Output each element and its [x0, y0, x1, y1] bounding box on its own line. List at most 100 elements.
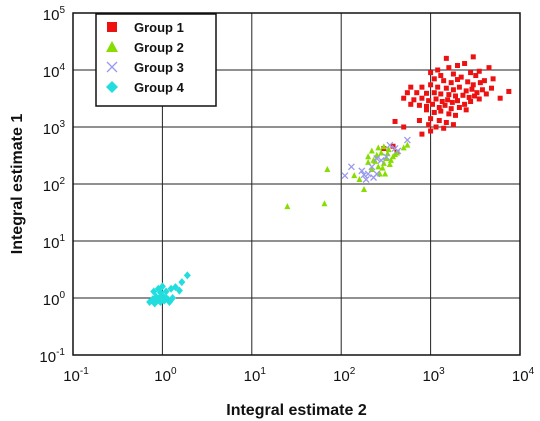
point-s3-14	[373, 170, 381, 178]
y-axis-label: Integral estimate 1	[9, 114, 26, 255]
point-s2-3	[351, 172, 358, 179]
point-s1-10	[438, 73, 444, 79]
point-s3-13	[403, 136, 411, 144]
x-tick-label-0: 10-1	[63, 366, 89, 385]
point-s1-36	[483, 91, 489, 97]
point-s1-62	[424, 103, 430, 109]
point-s1-37	[497, 95, 503, 101]
data-points	[146, 54, 512, 308]
point-s2-26	[379, 164, 386, 171]
point-s1-63	[429, 101, 435, 107]
point-s1-84	[392, 118, 398, 124]
legend-item-3: Group 3	[106, 60, 184, 75]
point-s1-41	[431, 90, 437, 96]
y-tick-label-4: 103	[43, 119, 66, 138]
point-s1-35	[479, 87, 485, 93]
point-s1-29	[443, 85, 449, 91]
point-s1-19	[455, 77, 461, 83]
plot-frame	[72, 12, 521, 356]
point-s1-78	[426, 122, 432, 128]
point-s3-15	[360, 171, 368, 179]
point-s1-42	[438, 91, 444, 97]
point-s1-18	[448, 80, 454, 86]
point-s1-31	[456, 84, 462, 90]
x-tick-label-5: 104	[512, 366, 535, 385]
point-s1-66	[448, 106, 454, 112]
legend-marker-3	[106, 61, 118, 73]
point-s1-8	[476, 68, 482, 74]
point-s3-5	[362, 176, 370, 183]
legend-item-2: Group 2	[106, 40, 184, 55]
point-s1-33	[469, 86, 475, 92]
point-s1-4	[455, 62, 461, 68]
point-s2-20	[387, 156, 394, 163]
point-s3-12	[394, 147, 402, 155]
point-s4-18	[175, 286, 183, 295]
point-s1-54	[439, 99, 445, 105]
legend-item-4: Group 4	[106, 80, 185, 95]
point-s1-51	[419, 95, 425, 101]
point-s1-46	[466, 94, 472, 100]
point-s1-23	[506, 88, 512, 94]
legend-label-4: Group 4	[134, 80, 185, 95]
point-s1-49	[401, 95, 407, 101]
point-s4-14	[158, 282, 166, 291]
point-s1-55	[445, 97, 451, 103]
point-s1-20	[465, 79, 471, 85]
legend-item-1: Group 1	[107, 20, 184, 35]
point-s2-16	[368, 165, 375, 172]
point-s2-12	[383, 155, 390, 162]
y-tick-label-3: 102	[43, 176, 66, 195]
point-s1-34	[474, 90, 480, 96]
point-s1-52	[426, 98, 432, 104]
y-tick-label-0: 10-1	[39, 347, 65, 366]
point-s2-4	[361, 186, 368, 193]
point-s1-61	[416, 102, 422, 108]
point-s1-85	[401, 124, 407, 130]
point-s1-27	[428, 82, 434, 88]
series-4	[146, 271, 191, 308]
point-s1-56	[449, 99, 455, 105]
legend-marker-1	[107, 22, 117, 32]
point-s2-25	[370, 156, 377, 163]
y-tick-label-2: 101	[43, 233, 66, 252]
point-s2-1	[321, 200, 328, 207]
y-tick-label-6: 105	[43, 5, 66, 24]
point-s1-26	[419, 84, 425, 90]
point-s1-71	[438, 108, 444, 114]
point-s3-6	[368, 163, 376, 171]
point-s4-22	[169, 294, 177, 302]
point-s1-50	[411, 97, 417, 103]
point-s1-73	[453, 112, 459, 118]
legend-label-2: Group 2	[134, 40, 184, 55]
point-s2-30	[382, 170, 389, 177]
point-s1-15	[481, 78, 487, 84]
point-s1-80	[433, 124, 439, 130]
point-s1-25	[408, 84, 414, 90]
point-s1-45	[460, 92, 466, 98]
point-s1-72	[446, 111, 452, 117]
legend: Group 1 Group 2 Group 3 Group 4	[95, 13, 217, 107]
point-s1-82	[428, 128, 434, 134]
point-s1-22	[477, 80, 483, 86]
point-s1-38	[404, 90, 410, 96]
point-s1-48	[476, 96, 482, 102]
point-s1-77	[450, 122, 456, 128]
point-s1-44	[453, 93, 459, 99]
x-tick-label-3: 102	[333, 366, 356, 385]
x-axis-label: Integral estimate 2	[226, 402, 367, 419]
point-s1-24	[489, 85, 495, 91]
point-s1-30	[450, 87, 456, 93]
point-s2-28	[365, 158, 372, 165]
point-s1-74	[428, 116, 434, 122]
point-s2-11	[380, 143, 387, 150]
x-tick-label-1: 100	[154, 366, 177, 385]
point-s1-67	[456, 104, 462, 110]
point-s1-40	[424, 90, 430, 96]
point-s1-21	[470, 82, 476, 88]
point-s1-69	[424, 107, 430, 113]
point-s3-8	[377, 156, 385, 164]
point-s1-32	[463, 88, 469, 94]
point-s3-10	[386, 141, 394, 149]
